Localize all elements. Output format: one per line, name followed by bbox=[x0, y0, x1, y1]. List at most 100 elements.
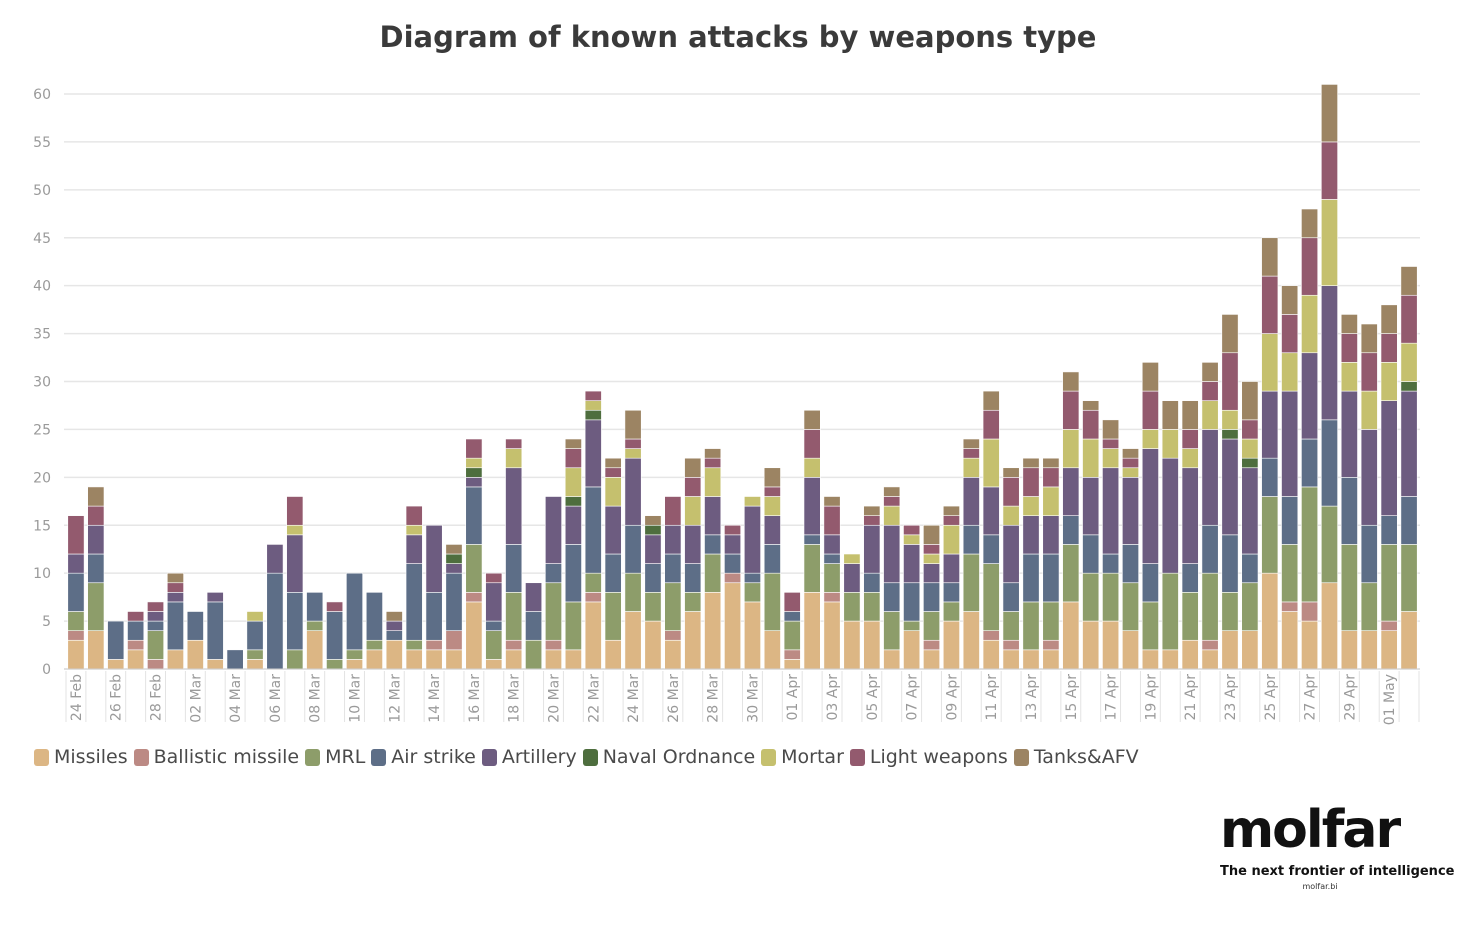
bar-segment-ballistic-missile[interactable] bbox=[1380, 620, 1398, 631]
bar-stack-08-apr[interactable] bbox=[923, 524, 940, 670]
bar-stack-01-apr[interactable] bbox=[783, 592, 801, 670]
bar-segment-light-weapons[interactable] bbox=[883, 496, 901, 507]
bar-stack-27-apr[interactable] bbox=[1301, 208, 1319, 670]
bar-segment-light-weapons[interactable] bbox=[724, 524, 742, 536]
bar-segment-mortar[interactable] bbox=[1102, 448, 1120, 469]
bar-segment-ballistic-missile[interactable] bbox=[584, 592, 602, 603]
bar-stack-02-apr[interactable] bbox=[803, 409, 821, 670]
bar-segment-artillery[interactable] bbox=[465, 477, 483, 488]
bar-segment-air-strike[interactable] bbox=[1062, 515, 1080, 545]
bar-segment-missiles[interactable] bbox=[564, 649, 582, 670]
bar-segment-mrl[interactable] bbox=[1380, 544, 1398, 622]
bar-segment-mortar[interactable] bbox=[1281, 352, 1299, 392]
legend-item-mrl[interactable]: MRL bbox=[305, 746, 365, 768]
bar-segment-light-weapons[interactable] bbox=[962, 448, 980, 459]
bar-segment-mortar[interactable] bbox=[1141, 429, 1159, 449]
bar-segment-air-strike[interactable] bbox=[863, 572, 881, 593]
bar-segment-tanks-afv[interactable] bbox=[1261, 237, 1279, 277]
legend-item-naval-ordnance[interactable]: Naval Ordnance bbox=[582, 746, 755, 768]
bar-segment-mrl[interactable] bbox=[1102, 572, 1120, 622]
bar-segment-artillery[interactable] bbox=[564, 505, 582, 545]
bar-stack-11-apr[interactable] bbox=[982, 390, 1000, 670]
bar-segment-missiles[interactable] bbox=[1380, 630, 1398, 670]
bar-segment-artillery[interactable] bbox=[485, 582, 503, 622]
bar-segment-air-strike[interactable] bbox=[306, 592, 324, 622]
bar-segment-naval-ordnance[interactable] bbox=[1221, 429, 1239, 440]
bar-segment-light-weapons[interactable] bbox=[823, 505, 841, 536]
bar-segment-artillery[interactable] bbox=[505, 467, 523, 545]
bar-segment-naval-ordnance[interactable] bbox=[584, 409, 602, 421]
bar-segment-light-weapons[interactable] bbox=[684, 477, 702, 497]
bar-segment-air-strike[interactable] bbox=[823, 553, 841, 564]
bar-stack-26-mar[interactable] bbox=[664, 496, 682, 670]
bar-stack-24-feb[interactable] bbox=[67, 515, 85, 670]
bar-segment-light-weapons[interactable] bbox=[465, 438, 483, 459]
bar-stack-19-apr[interactable] bbox=[1141, 362, 1159, 670]
bar-segment-tanks-afv[interactable] bbox=[863, 505, 881, 516]
bar-segment-artillery[interactable] bbox=[1221, 438, 1239, 536]
bar-segment-air-strike[interactable] bbox=[1281, 496, 1299, 545]
legend-item-mortar[interactable]: Mortar bbox=[761, 746, 844, 768]
bar-segment-mortar[interactable] bbox=[763, 496, 781, 516]
bar-segment-light-weapons[interactable] bbox=[664, 496, 682, 526]
bar-segment-air-strike[interactable] bbox=[664, 553, 682, 584]
bar-segment-mortar[interactable] bbox=[1360, 390, 1378, 430]
bar-segment-ballistic-missile[interactable] bbox=[664, 630, 682, 641]
bar-segment-mortar[interactable] bbox=[624, 448, 642, 459]
bar-segment-air-strike[interactable] bbox=[1201, 524, 1219, 574]
bar-segment-ballistic-missile[interactable] bbox=[783, 649, 801, 660]
bar-segment-light-weapons[interactable] bbox=[863, 515, 881, 526]
bar-segment-tanks-afv[interactable] bbox=[1002, 467, 1020, 478]
bar-segment-artillery[interactable] bbox=[1141, 448, 1159, 564]
bar-segment-ballistic-missile[interactable] bbox=[1201, 639, 1219, 651]
bar-stack-29-mar[interactable] bbox=[724, 524, 742, 670]
bar-segment-artillery[interactable] bbox=[1261, 390, 1279, 459]
bar-segment-missiles[interactable] bbox=[724, 582, 742, 670]
bar-segment-mortar[interactable] bbox=[1340, 362, 1358, 392]
bar-segment-missiles[interactable] bbox=[684, 611, 702, 670]
bar-segment-missiles[interactable] bbox=[545, 649, 562, 670]
bar-segment-ballistic-missile[interactable] bbox=[1042, 639, 1060, 651]
legend-item-light-weapons[interactable]: Light weapons bbox=[849, 746, 1008, 768]
bar-stack-01-may[interactable] bbox=[1380, 304, 1398, 670]
bar-segment-light-weapons[interactable] bbox=[485, 572, 503, 584]
bar-segment-artillery[interactable] bbox=[206, 592, 224, 603]
bar-segment-air-strike[interactable] bbox=[803, 534, 821, 545]
bar-segment-missiles[interactable] bbox=[1062, 601, 1080, 670]
bar-segment-artillery[interactable] bbox=[1281, 390, 1299, 497]
bar-segment-mrl[interactable] bbox=[1241, 582, 1259, 631]
bar-stack-07-mar[interactable] bbox=[286, 496, 304, 670]
bar-segment-air-strike[interactable] bbox=[525, 611, 543, 641]
bar-segment-missiles[interactable] bbox=[1281, 611, 1299, 670]
bar-segment-artillery[interactable] bbox=[584, 419, 602, 488]
bar-segment-air-strike[interactable] bbox=[1022, 553, 1040, 603]
bar-segment-artillery[interactable] bbox=[843, 563, 861, 593]
bar-segment-air-strike[interactable] bbox=[186, 611, 204, 641]
bar-segment-air-strike[interactable] bbox=[1340, 477, 1358, 545]
bar-segment-tanks-afv[interactable] bbox=[1201, 362, 1219, 382]
legend-item-ballistic-missile[interactable]: Ballistic missile bbox=[133, 746, 299, 768]
bar-segment-air-strike[interactable] bbox=[326, 611, 344, 660]
bar-segment-missiles[interactable] bbox=[1042, 649, 1060, 670]
bar-segment-artillery[interactable] bbox=[1360, 429, 1378, 526]
bar-segment-artillery[interactable] bbox=[724, 534, 742, 555]
bar-segment-missiles[interactable] bbox=[883, 649, 901, 670]
bar-segment-light-weapons[interactable] bbox=[1062, 390, 1080, 430]
bar-segment-missiles[interactable] bbox=[107, 659, 125, 670]
bar-stack-03-mar[interactable] bbox=[206, 592, 224, 670]
bar-segment-air-strike[interactable] bbox=[545, 563, 562, 584]
bar-stack-04-apr[interactable] bbox=[843, 553, 861, 670]
bar-segment-artillery[interactable] bbox=[147, 611, 164, 622]
bar-segment-mrl[interactable] bbox=[545, 582, 562, 641]
bar-segment-mrl[interactable] bbox=[147, 630, 164, 660]
bar-segment-air-strike[interactable] bbox=[1122, 544, 1139, 584]
bar-segment-ballistic-missile[interactable] bbox=[823, 592, 841, 603]
bar-segment-missiles[interactable] bbox=[1181, 639, 1199, 670]
bar-segment-light-weapons[interactable] bbox=[803, 429, 821, 459]
bar-segment-artillery[interactable] bbox=[883, 524, 901, 584]
bar-segment-tanks-afv[interactable] bbox=[1042, 457, 1060, 469]
bar-segment-mortar[interactable] bbox=[684, 496, 702, 526]
bar-segment-air-strike[interactable] bbox=[942, 582, 960, 603]
bar-segment-mrl[interactable] bbox=[246, 649, 264, 660]
bar-stack-02-mar[interactable] bbox=[186, 611, 204, 670]
